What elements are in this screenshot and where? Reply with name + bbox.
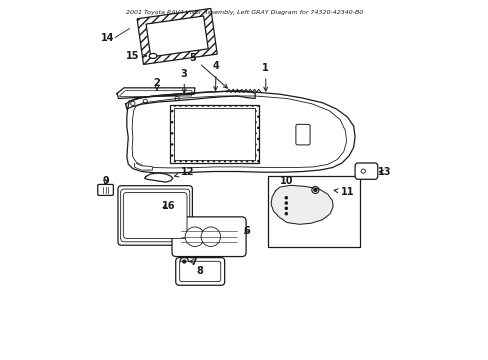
Circle shape [183,260,185,263]
Text: 2: 2 [153,77,160,90]
FancyBboxPatch shape [172,217,245,257]
FancyBboxPatch shape [175,258,224,285]
Text: 7: 7 [190,257,197,266]
FancyBboxPatch shape [179,261,220,282]
Bar [137,8,217,64]
Ellipse shape [185,227,204,247]
Bar [173,108,255,159]
Polygon shape [132,96,346,168]
FancyBboxPatch shape [354,163,377,179]
Text: 9: 9 [102,176,109,186]
Text: 1: 1 [262,63,268,91]
Polygon shape [117,88,195,99]
FancyBboxPatch shape [118,186,192,245]
Ellipse shape [201,227,220,247]
Text: 15: 15 [126,51,139,61]
Text: 4: 4 [212,61,219,90]
Text: 8: 8 [196,266,203,276]
FancyBboxPatch shape [123,193,186,238]
Bar [146,16,208,57]
Polygon shape [144,173,173,182]
Text: 14: 14 [101,32,115,42]
Polygon shape [126,91,354,173]
Circle shape [313,189,316,192]
Circle shape [285,213,287,215]
Text: 5: 5 [189,53,227,88]
Polygon shape [125,91,255,109]
Text: 11: 11 [333,187,353,197]
Polygon shape [134,163,152,170]
Text: 16: 16 [161,201,175,211]
Bar [267,176,359,247]
FancyBboxPatch shape [121,189,189,242]
Text: 13: 13 [377,167,390,177]
Text: 2001 Toyota RAV4 Visor Assembly, Left GRAY Diagram for 74320-42340-B0: 2001 Toyota RAV4 Visor Assembly, Left GR… [125,10,363,15]
Polygon shape [270,185,332,224]
Bar [170,105,258,163]
Text: 6: 6 [243,226,249,237]
FancyBboxPatch shape [98,184,113,195]
Text: 10: 10 [280,176,293,186]
Text: 12: 12 [174,167,194,177]
Circle shape [285,207,287,210]
Circle shape [285,197,287,199]
FancyBboxPatch shape [295,124,309,145]
Circle shape [285,202,287,204]
Ellipse shape [149,54,157,58]
Text: 3: 3 [181,69,187,93]
